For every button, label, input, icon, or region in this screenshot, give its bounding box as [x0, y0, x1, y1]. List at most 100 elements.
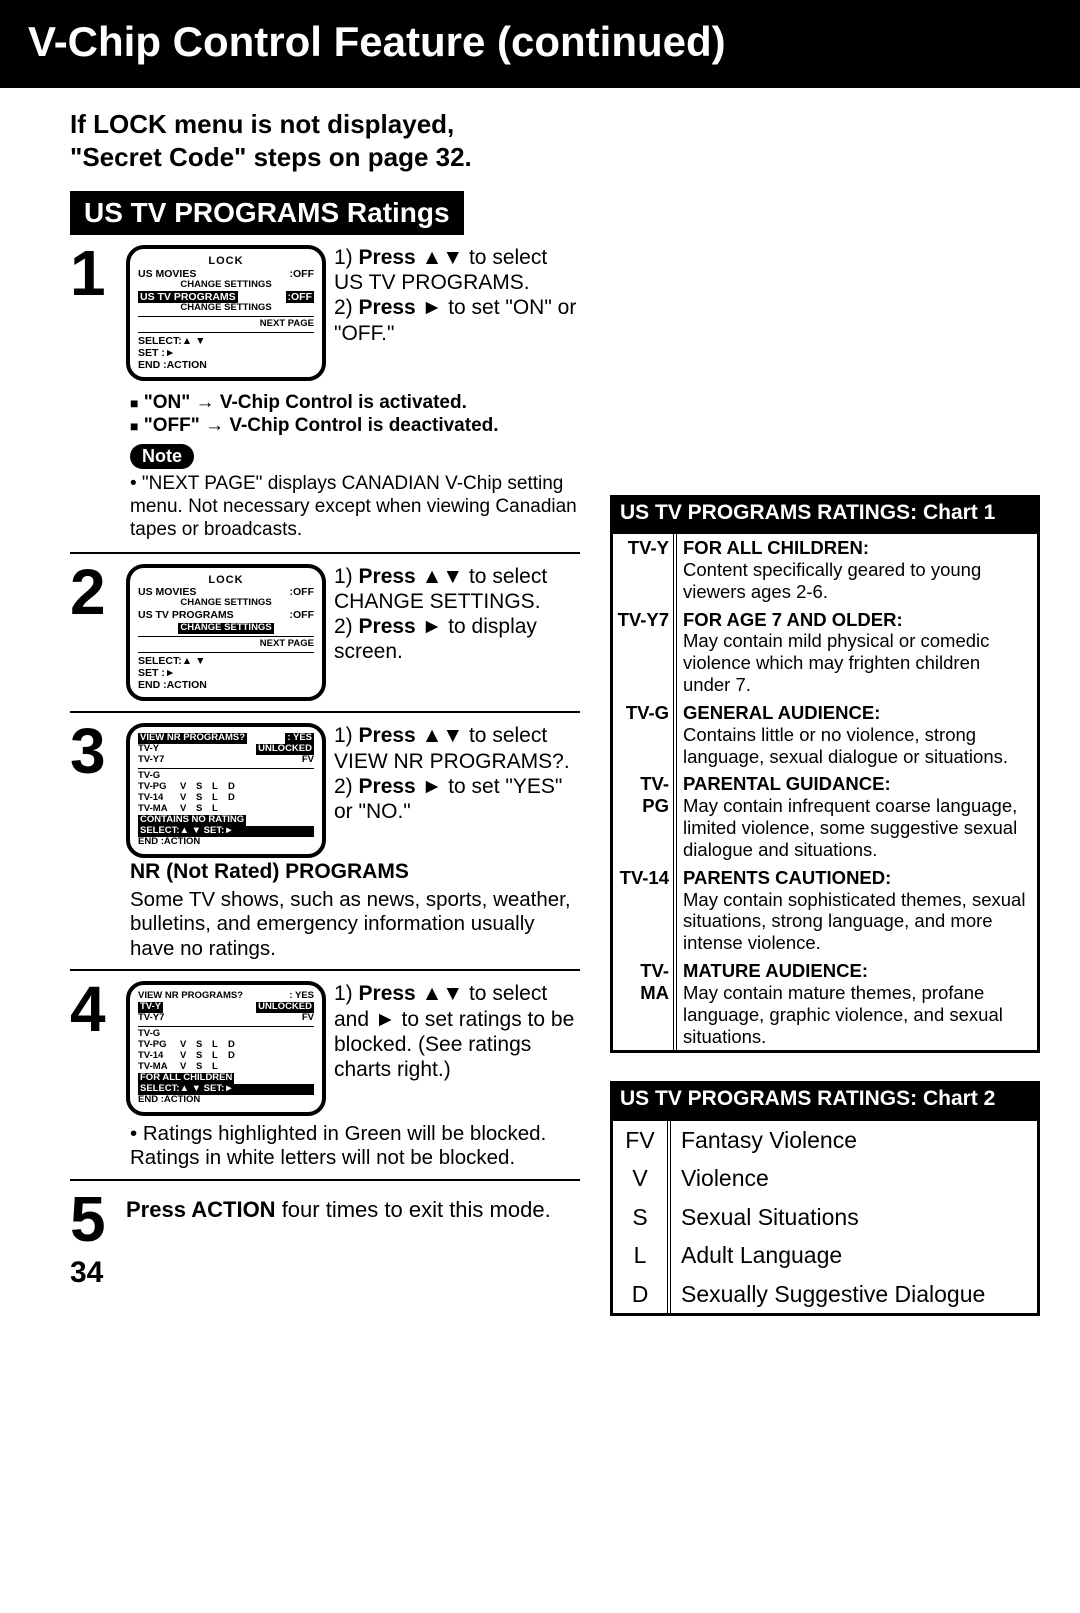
- content-desc: Violence: [671, 1159, 1037, 1198]
- step-1: 1 LOCK US MOVIES:OFF CHANGE SETTINGS US …: [70, 245, 580, 554]
- table-row: TV-Y FOR ALL CHILDREN:Content specifical…: [613, 534, 1037, 605]
- rating-desc: May contain mild physical or comedic vio…: [683, 630, 989, 695]
- table-row: TV-14 PARENTS CAUTIONED:May contain soph…: [613, 864, 1037, 957]
- rating-code: TV-MA: [613, 957, 677, 1050]
- instruction-text: 1) Press ▲▼ to select US TV PROGRAMS. 2)…: [334, 245, 580, 346]
- table-row: V Violence: [613, 1159, 1037, 1198]
- note-badge: Note: [130, 444, 194, 469]
- step-2: 2 LOCK US MOVIES:OFF CHANGE SETTINGS US …: [70, 564, 580, 714]
- screen-footer: SELECT:▲ ▼ SET:►: [138, 1084, 314, 1095]
- screen-mock: VIEW NR PROGRAMS?: YES TV-YUNLOCKED TV-Y…: [126, 981, 326, 1115]
- rating-code: TV-14: [613, 864, 677, 957]
- content-desc: Adult Language: [671, 1236, 1037, 1275]
- step-number: 2: [70, 564, 118, 622]
- table-row: S Sexual Situations: [613, 1198, 1037, 1237]
- intro-text: If LOCK menu is not displayed, "Secret C…: [70, 108, 1040, 173]
- step-4: 4 VIEW NR PROGRAMS?: YES TV-YUNLOCKED TV…: [70, 981, 580, 1180]
- chart2-table: FV Fantasy Violence V Violence S Sexual …: [610, 1118, 1040, 1317]
- screen-footer: END :ACTION: [138, 837, 314, 848]
- screen-title: LOCK: [138, 255, 314, 268]
- screen-mock: LOCK US MOVIES:OFF CHANGE SETTINGS US TV…: [126, 245, 326, 381]
- rating-title: MATURE AUDIENCE:: [683, 960, 868, 981]
- content-desc: Sexually Suggestive Dialogue: [671, 1275, 1037, 1314]
- press-label: Press ACTION: [126, 1197, 276, 1222]
- screen-footer: SET :►: [138, 347, 314, 359]
- screen-footer: SELECT:▲ ▼ SET:►: [138, 826, 314, 837]
- press-label: Press ▲▼: [359, 565, 464, 588]
- press-label: Press ▲▼: [359, 982, 464, 1005]
- ratings-note: • Ratings highlighted in Green will be b…: [130, 1122, 580, 1171]
- screen-next: NEXT PAGE: [138, 319, 314, 330]
- instruction-text: 1) Press ▲▼ to select VIEW NR PROGRAMS?.…: [334, 723, 580, 824]
- screen-hl-val: :OFF: [286, 291, 315, 303]
- step-number: 4: [70, 981, 118, 1039]
- step-3: 3 VIEW NR PROGRAMS?: YES TV-YUNLOCKED TV…: [70, 723, 580, 971]
- rating-desc: May contain mature themes, profane langu…: [683, 982, 1003, 1047]
- table-row: L Adult Language: [613, 1236, 1037, 1275]
- press-label: Press ►: [359, 296, 443, 319]
- screen-next: NEXT PAGE: [138, 639, 314, 650]
- rating-code: TV-PG: [613, 770, 677, 863]
- rating-title: FOR AGE 7 AND OLDER:: [683, 609, 903, 630]
- screen-row: TV-Y7: [138, 1013, 164, 1024]
- li-num: 1): [334, 982, 359, 1005]
- li-num: 1): [334, 246, 359, 269]
- step-5: 5 Press ACTION four times to exit this m…: [70, 1191, 580, 1249]
- content-desc: Fantasy Violence: [671, 1121, 1037, 1160]
- rating-title: PARENTS CAUTIONED:: [683, 867, 891, 888]
- screen-row: TV-Y7: [138, 755, 164, 766]
- screen-val: FV: [302, 755, 314, 766]
- table-row: D Sexually Suggestive Dialogue: [613, 1275, 1037, 1314]
- bullet: "ON" → V-Chip Control is activated.: [144, 392, 467, 413]
- chart1-header: US TV PROGRAMS RATINGS: Chart 1: [610, 495, 1040, 531]
- screen-footer: END :ACTION: [138, 1095, 314, 1106]
- intro-line2: "Secret Code" steps on page 32.: [70, 142, 472, 172]
- screen-footer: END :ACTION: [138, 359, 314, 371]
- screen-footer: END :ACTION: [138, 679, 314, 691]
- rating-title: PARENTAL GUIDANCE:: [683, 773, 891, 794]
- press-label: Press ▲▼: [359, 246, 464, 269]
- press-label: Press ▲▼: [359, 724, 464, 747]
- screen-val: :OFF: [290, 586, 315, 598]
- screen-val: FV: [302, 1013, 314, 1024]
- table-row: TV-Y7 FOR AGE 7 AND OLDER:May contain mi…: [613, 606, 1037, 699]
- chart2-header: US TV PROGRAMS RATINGS: Chart 2: [610, 1081, 1040, 1117]
- instruction-text: 1) Press ▲▼ to select CHANGE SETTINGS. 2…: [334, 564, 580, 665]
- content-code: L: [613, 1236, 671, 1275]
- rating-desc: Content specifically geared to young vie…: [683, 559, 981, 602]
- rating-code: TV-Y7: [613, 606, 677, 699]
- cell: D: [228, 793, 244, 804]
- press-label: Press ►: [359, 775, 443, 798]
- li-num: 2): [334, 615, 359, 638]
- content-code: V: [613, 1159, 671, 1198]
- screen-footer: SET :►: [138, 667, 314, 679]
- screen-footer: SELECT:▲ ▼: [138, 655, 314, 667]
- content-code: FV: [613, 1121, 671, 1160]
- rating-desc: May contain infrequent coarse language, …: [683, 795, 1017, 860]
- li-num: 1): [334, 724, 359, 747]
- ratings-grid: TV-G TV-PGVSLD TV-14VSLD TV-MAVSL: [138, 1029, 314, 1073]
- rating-code: TV-Y: [613, 534, 677, 605]
- table-row: TV-G GENERAL AUDIENCE:Contains little or…: [613, 699, 1037, 770]
- li-num: 1): [334, 565, 359, 588]
- content-desc: Sexual Situations: [671, 1198, 1037, 1237]
- screen-row: US TV PROGRAMS: [138, 609, 234, 621]
- table-row: TV-MA MATURE AUDIENCE:May contain mature…: [613, 957, 1037, 1050]
- table-row: TV-PG PARENTAL GUIDANCE:May contain infr…: [613, 770, 1037, 863]
- screen-title: LOCK: [138, 574, 314, 587]
- screen-mock: VIEW NR PROGRAMS?: YES TV-YUNLOCKED TV-Y…: [126, 723, 326, 857]
- note-text: • "NEXT PAGE" displays CANADIAN V-Chip s…: [130, 473, 580, 541]
- cell: D: [228, 1051, 244, 1062]
- rating-code: TV-G: [613, 699, 677, 770]
- screen-row: US MOVIES: [138, 268, 196, 280]
- screen-val: :OFF: [290, 609, 315, 621]
- press-label: Press ►: [359, 615, 443, 638]
- page-title: V-Chip Control Feature (continued): [0, 0, 1080, 88]
- intro-line1: If LOCK menu is not displayed,: [70, 109, 454, 139]
- rating-title: FOR ALL CHILDREN:: [683, 537, 869, 558]
- content-code: D: [613, 1275, 671, 1314]
- on-off-bullets: ■ "ON" → V-Chip Control is activated. ■ …: [130, 391, 580, 439]
- page-content: If LOCK menu is not displayed, "Secret C…: [0, 88, 1080, 1336]
- rating-desc: Contains little or no violence, strong l…: [683, 724, 1008, 767]
- right-column: US TV PROGRAMS RATINGS: Chart 1 TV-Y FOR…: [610, 245, 1040, 1316]
